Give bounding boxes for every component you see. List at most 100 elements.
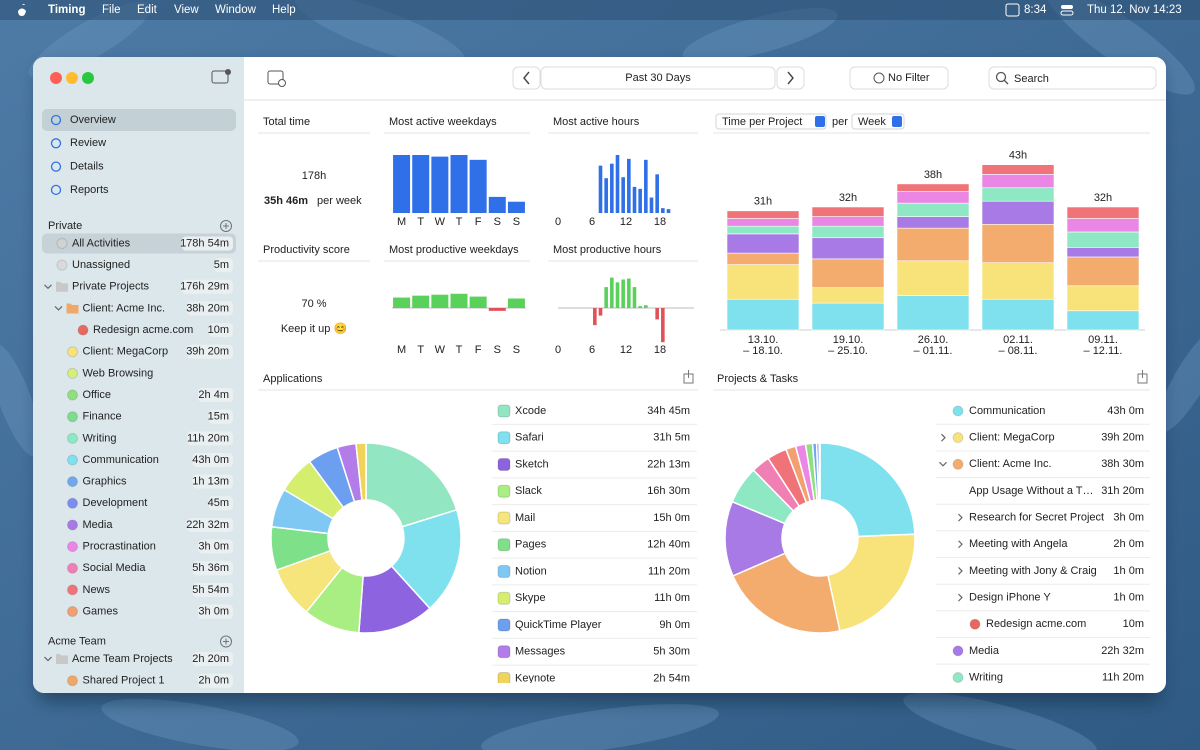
project-name[interactable]: Research for Secret Project — [969, 512, 1104, 524]
back-button[interactable] — [512, 66, 541, 90]
app-name[interactable]: Notion — [515, 565, 547, 577]
sidebar-row-label[interactable]: Graphics — [83, 476, 128, 488]
filter-box[interactable] — [849, 66, 949, 90]
nav-item[interactable]: Reports — [70, 184, 109, 196]
project-name[interactable]: Meeting with Jony & Craig — [969, 565, 1097, 577]
new-window-button[interactable] — [267, 70, 286, 87]
project-name[interactable]: Redesign acme.com — [986, 618, 1086, 630]
sidebar-row-label[interactable]: Procrastination — [83, 541, 156, 553]
zoom-button[interactable] — [82, 72, 94, 84]
sidebar-row-label[interactable]: Client: Acme Inc. — [83, 302, 166, 314]
range-box[interactable] — [540, 66, 776, 90]
project-selector[interactable] — [715, 113, 827, 130]
project-name[interactable]: App Usage Without a T… — [969, 485, 1094, 497]
sidebar-row-label[interactable]: Media — [83, 519, 114, 531]
chevron-expanded[interactable] — [44, 656, 52, 662]
project-dot — [952, 645, 964, 657]
app-name[interactable]: Mail — [515, 512, 535, 524]
selector-arrow[interactable] — [815, 116, 825, 127]
sidebar-row-label[interactable]: Acme Team Projects — [72, 653, 173, 665]
app-name[interactable]: Sketch — [515, 458, 549, 470]
filter-label[interactable]: No Filter — [888, 72, 930, 84]
app-name[interactable]: Skype — [515, 592, 546, 604]
project-name[interactable]: Meeting with Angela — [969, 538, 1068, 550]
bar — [655, 308, 659, 320]
range-label[interactable]: Past 30 Days — [625, 72, 691, 84]
stacked-segment — [896, 191, 970, 204]
add-button[interactable] — [220, 220, 232, 232]
chevron-collapsed[interactable] — [958, 593, 963, 602]
project-name[interactable]: Design iPhone Y — [969, 591, 1051, 603]
app-name[interactable]: Xcode — [515, 405, 546, 417]
stacked-segment — [981, 200, 1055, 225]
control-center-icon[interactable] — [1060, 5, 1074, 16]
chevron-collapsed[interactable] — [941, 433, 946, 442]
sidebar-row-label[interactable]: Private Projects — [72, 281, 150, 293]
chevron-collapsed[interactable] — [958, 513, 963, 522]
timer-status[interactable]: 8:34 — [1024, 4, 1047, 16]
app-name[interactable]: QuickTime Player — [515, 619, 602, 631]
sidebar-row-label[interactable]: Client: MegaCorp — [83, 346, 169, 358]
project-name[interactable]: Writing — [969, 671, 1003, 683]
sidebar-row-label[interactable]: Communication — [83, 454, 159, 466]
clock[interactable]: Thu 12. Nov 14:23 — [1087, 4, 1182, 16]
sidebar-row-label[interactable]: All Activities — [72, 237, 131, 249]
sidebar-row-label[interactable]: Shared Project 1 — [83, 675, 165, 687]
share-button[interactable] — [1137, 370, 1148, 384]
project-dot — [67, 562, 78, 574]
x-tick-label: W — [435, 344, 446, 356]
sidebar-row-label[interactable]: Office — [83, 389, 112, 401]
close-button[interactable] — [50, 72, 62, 84]
app-name[interactable]: Pages — [515, 539, 547, 551]
sidebar-row-label[interactable]: Finance — [83, 411, 122, 423]
period-selector[interactable] — [851, 113, 905, 130]
forward-button[interactable] — [776, 66, 805, 90]
app-icon — [497, 591, 511, 605]
nav-item[interactable]: Details — [70, 161, 104, 173]
nav-item[interactable]: Overview — [70, 114, 116, 126]
sidebar-row-label[interactable]: Redesign acme.com — [93, 324, 193, 336]
menu-item[interactable]: View — [174, 4, 199, 16]
menu-item[interactable]: Edit — [137, 4, 158, 16]
sidebar-row-label[interactable]: Unassigned — [72, 259, 130, 271]
period-label[interactable]: Week — [858, 116, 886, 128]
folder-icon — [56, 654, 68, 665]
sidebar-row-label[interactable]: Development — [83, 497, 148, 509]
chevron-collapsed[interactable] — [958, 566, 963, 575]
chevron-expanded[interactable] — [939, 461, 947, 467]
chevron-expanded[interactable] — [54, 306, 63, 311]
sidebar-row-label[interactable]: Games — [83, 605, 119, 617]
x-tick-label: T — [417, 344, 424, 356]
stacked-segment — [1066, 256, 1140, 287]
search-placeholder[interactable]: Search — [1014, 73, 1049, 85]
app-name[interactable]: Safari — [515, 432, 544, 444]
project-name[interactable]: Client: MegaCorp — [969, 432, 1055, 444]
selector-label[interactable]: Time per Project — [722, 116, 802, 128]
project-name[interactable]: Communication — [969, 405, 1045, 417]
search-box[interactable] — [988, 66, 1157, 90]
sidebar-row-label[interactable]: Web Browsing — [83, 367, 154, 379]
project-name[interactable]: Media — [969, 645, 1000, 657]
add-button[interactable] — [220, 635, 232, 648]
sidebar-row-label[interactable]: News — [83, 584, 111, 596]
sidebar-toggle[interactable] — [211, 69, 231, 84]
chevron-expanded[interactable] — [44, 284, 52, 290]
menu-item[interactable]: Help — [272, 4, 296, 16]
app-menu[interactable]: Timing — [48, 4, 85, 16]
menu-item[interactable]: File — [102, 4, 121, 16]
minimize-button[interactable] — [66, 72, 78, 84]
project-name[interactable]: Client: Acme Inc. — [969, 458, 1052, 470]
chevron-collapsed[interactable] — [958, 540, 963, 549]
sidebar-row-label[interactable]: Social Media — [83, 562, 147, 574]
sidebar-row-label[interactable]: Writing — [83, 432, 117, 444]
app-name[interactable]: Slack — [515, 485, 542, 497]
apple-logo[interactable] — [18, 4, 26, 16]
search-icon — [995, 71, 1009, 85]
menu-item[interactable]: Window — [215, 4, 257, 16]
timer-icon[interactable] — [1005, 3, 1020, 17]
nav-item[interactable]: Review — [70, 137, 106, 149]
selector-arrow[interactable] — [892, 116, 902, 127]
app-name[interactable]: Messages — [515, 646, 566, 658]
share-button[interactable] — [683, 370, 694, 384]
app-name[interactable]: Keynote — [515, 672, 555, 684]
